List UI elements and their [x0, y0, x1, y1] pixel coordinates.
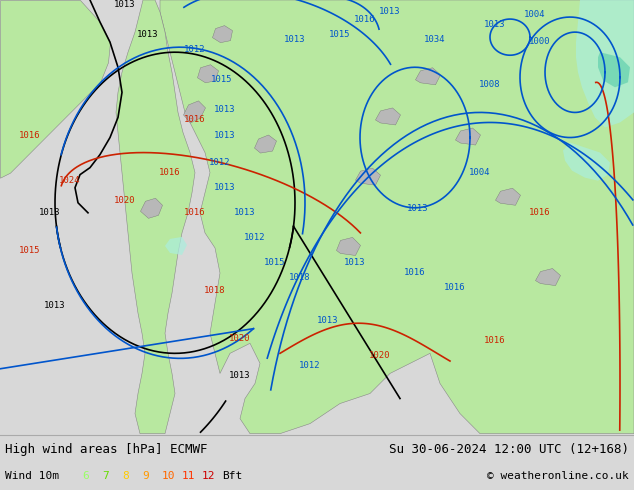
Text: 1016: 1016	[184, 208, 206, 217]
Text: 1015: 1015	[264, 258, 286, 267]
Text: 1013: 1013	[214, 105, 236, 115]
Text: 1016: 1016	[159, 168, 181, 177]
Text: High wind areas [hPa] ECMWF: High wind areas [hPa] ECMWF	[5, 443, 207, 456]
Text: 1034: 1034	[424, 35, 446, 44]
Text: Bft: Bft	[222, 471, 242, 481]
Text: 9: 9	[142, 471, 149, 481]
Text: © weatheronline.co.uk: © weatheronline.co.uk	[488, 471, 629, 481]
Text: 7: 7	[102, 471, 109, 481]
Text: 1012: 1012	[184, 45, 206, 54]
Text: 1013: 1013	[214, 183, 236, 192]
Text: 1013: 1013	[137, 30, 158, 39]
Text: 1020: 1020	[369, 351, 391, 360]
Text: 1016: 1016	[19, 130, 41, 140]
Text: 1013: 1013	[484, 20, 506, 29]
Text: Su 30-06-2024 12:00 UTC (12+168): Su 30-06-2024 12:00 UTC (12+168)	[389, 443, 629, 456]
Text: 1004: 1004	[469, 168, 491, 177]
Text: 1015: 1015	[211, 75, 233, 84]
Text: 12: 12	[202, 471, 216, 481]
Text: 1013: 1013	[379, 7, 401, 16]
Text: 1015: 1015	[19, 246, 41, 255]
Text: 8: 8	[122, 471, 129, 481]
Text: 10: 10	[162, 471, 176, 481]
Text: 1013: 1013	[284, 35, 306, 44]
Text: 1024: 1024	[59, 176, 81, 185]
Text: 1013: 1013	[44, 301, 66, 310]
Text: Wind 10m: Wind 10m	[5, 471, 59, 481]
Text: 1020: 1020	[230, 334, 251, 343]
Text: 11: 11	[182, 471, 195, 481]
Text: 1013: 1013	[317, 316, 339, 325]
Text: 1000: 1000	[529, 37, 551, 46]
Text: 1013: 1013	[344, 258, 366, 267]
Text: 1016: 1016	[354, 15, 376, 24]
Text: 1018: 1018	[204, 286, 226, 295]
Text: 1013: 1013	[230, 371, 251, 380]
Text: 1013: 1013	[114, 0, 136, 9]
Text: 1013: 1013	[214, 130, 236, 140]
Text: 1008: 1008	[479, 80, 501, 89]
Text: 1012: 1012	[299, 362, 321, 370]
Text: 1020: 1020	[114, 196, 136, 205]
Text: 1013: 1013	[39, 208, 61, 217]
Text: 1013: 1013	[234, 208, 256, 217]
Text: 1016: 1016	[484, 336, 506, 345]
Text: 1016: 1016	[184, 116, 206, 124]
Text: 1004: 1004	[524, 10, 546, 19]
Text: 1013: 1013	[407, 204, 429, 213]
Text: 1012: 1012	[209, 158, 231, 167]
Text: 1016: 1016	[529, 208, 551, 217]
Text: 1012: 1012	[244, 233, 266, 242]
Text: 1016: 1016	[404, 268, 426, 277]
Text: 6: 6	[82, 471, 89, 481]
Text: 1016: 1016	[444, 283, 466, 292]
Text: 1015: 1015	[329, 30, 351, 39]
Text: 1018: 1018	[289, 273, 311, 282]
